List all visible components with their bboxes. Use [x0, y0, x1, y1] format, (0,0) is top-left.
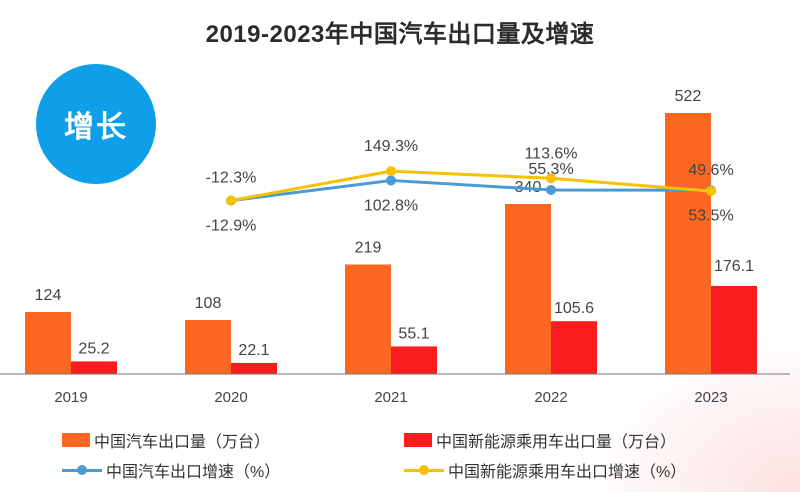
line-label-nev-growth-2023: 49.6%	[688, 162, 733, 179]
bar-label-nev-2022: 105.6	[554, 300, 594, 317]
line-label-export-growth-2023: 53.5%	[688, 207, 733, 224]
bar-label-nev-2019: 25.2	[78, 340, 109, 357]
bar-label-nev-2023: 176.1	[714, 258, 754, 275]
bar-nev-2023	[711, 285, 757, 374]
bar-nev-2022	[551, 321, 597, 374]
line-label-nev-growth-2022: 113.6%	[524, 145, 577, 162]
bar-nev-2019	[71, 361, 117, 374]
growth-badge-label: 增长	[64, 111, 128, 144]
chart-title: 2019-2023年中国汽车出口量及增速	[205, 21, 595, 48]
bar-label-nev-2021: 55.1	[398, 325, 429, 342]
line-label-export-growth-2021: 102.8%	[364, 197, 418, 214]
bar-export-2020	[185, 320, 231, 374]
point-export-growth-2021	[386, 175, 396, 186]
bar-export-2022	[505, 204, 551, 374]
bar-label-export-2021: 219	[355, 240, 382, 257]
bar-label-export-2019: 124	[35, 287, 62, 304]
bar-nev-2020	[231, 362, 277, 374]
line-label-export-growth-2020: -12.9%	[206, 218, 257, 235]
line-nev-growth	[230, 169, 712, 203]
point-nev-growth-2020	[226, 195, 236, 206]
line-label-nev-growth-2021: 149.3%	[364, 138, 418, 155]
point-nev-growth-2022	[546, 173, 556, 184]
x-tick-label-2020: 2020	[214, 389, 247, 406]
line-label-export-growth-2022: 55.3%	[528, 161, 573, 178]
x-tick-label-2019: 2019	[54, 389, 87, 406]
point-nev-growth-2023	[706, 186, 716, 197]
bar-label-export-2023: 522	[675, 88, 702, 105]
bar-export-2019	[25, 312, 71, 374]
x-tick-label-2021: 2021	[374, 389, 407, 406]
bar-label-export-2020: 108	[195, 295, 222, 312]
bar-label-nev-2020: 22.1	[238, 342, 269, 359]
bar-nev-2021	[391, 346, 437, 374]
bar-export-2023	[665, 113, 711, 374]
point-export-growth-2022	[546, 184, 556, 195]
point-nev-growth-2021	[386, 166, 396, 177]
bar-export-2021	[345, 264, 391, 374]
line-export-growth	[230, 178, 712, 203]
x-tick-label-2023: 2023	[694, 389, 727, 406]
growth-badge: 增长	[36, 64, 156, 184]
line-label-nev-growth-2020: -12.3%	[206, 170, 257, 187]
x-tick-label-2022: 2022	[534, 389, 567, 406]
